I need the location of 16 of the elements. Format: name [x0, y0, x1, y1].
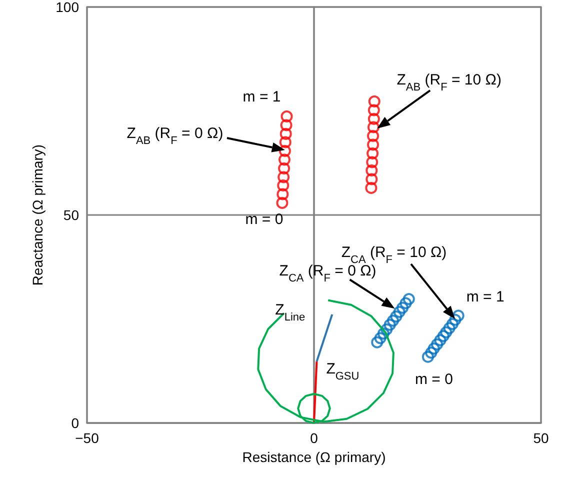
x-axis-title: Resistance (Ω primary) — [242, 448, 386, 465]
x-tick-label: 50 — [533, 430, 549, 446]
annotation: m = 0 — [414, 370, 453, 388]
y-tick-label: 0 — [71, 415, 80, 431]
x-tick-label: −50 — [75, 430, 100, 446]
annotation: Z$_{GSU}$ — [326, 360, 360, 382]
annotation: Z$_{AB}$ (R$_{F}$ = 0 Ω) — [126, 125, 224, 147]
annotation: m = 0 — [245, 210, 284, 228]
annotation: Z$_{Line}$ — [275, 301, 306, 324]
x-tick-label: 0 — [310, 430, 318, 446]
annotation: m = 1 — [242, 88, 281, 106]
y-axis-title: Reactance (Ω primary) — [30, 144, 46, 286]
annotation: Z$_{AB}$ (R$_{F}$ = 10 Ω) — [396, 71, 502, 94]
y-tick-label: 50 — [63, 207, 80, 223]
annotation: m = 1 — [466, 288, 504, 306]
y-tick-label: 100 — [56, 0, 80, 15]
